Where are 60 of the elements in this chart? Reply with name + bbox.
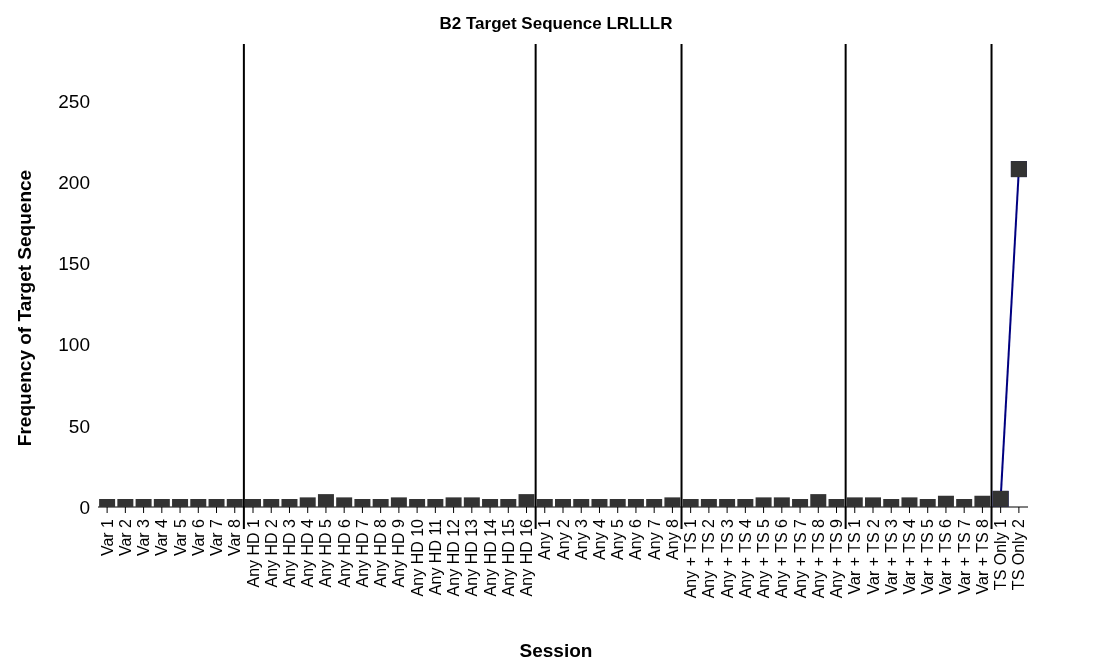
x-tick-label: Var 7 [208,518,226,557]
x-tick-label: Var + TS 3 [882,518,900,595]
x-tick-label: Any 5 [609,518,627,560]
x-tick-label: Var 3 [135,518,153,557]
x-tick-label: Any HD 10 [408,518,426,597]
x-tick-label: Any + TS 7 [791,518,809,599]
x-tick-label: Any HD 6 [335,518,353,588]
x-tick-label: Any HD 15 [499,518,517,597]
x-tick-label: Any HD 4 [299,518,317,588]
x-tick-label: Var + TS 5 [919,518,937,595]
x-tick-label: Var + TS 1 [846,518,864,595]
x-tick-label: Var 6 [189,518,207,557]
x-tick-label: Any 3 [572,518,590,560]
x-tick-label: Any HD 14 [481,518,499,597]
x-tick-label: Any + TS 5 [755,518,773,599]
x-tick-label: Var 2 [116,518,134,557]
y-tick-label: 50 [68,415,90,437]
x-tick-label: Var + TS 2 [864,518,882,595]
x-tick-label: Any + TS 2 [700,518,718,599]
chart-title: B2 Target Sequence LRLLLR [438,14,674,34]
y-tick-label: 100 [58,334,90,356]
x-tick-label: Var + TS 8 [973,518,991,595]
x-tick-label: Any HD 16 [518,518,536,597]
x-tick-label: Var 4 [153,518,171,557]
x-tick-label: Any HD 9 [390,518,408,588]
y-tick-label: 0 [79,496,90,518]
y-tick-label: 250 [58,90,90,112]
x-tick-label: Var 5 [171,518,189,557]
x-tick-label: TS Only 1 [992,518,1010,591]
x-tick-label: Any + TS 6 [773,518,791,599]
x-tick-label: Any HD 3 [280,518,298,588]
x-tick-label: Any + TS 9 [828,518,846,599]
x-tick-label: Any 4 [590,518,608,560]
y-axis-title: Frequency of Target Sequence [14,169,36,447]
x-tick-label: Any 8 [663,518,681,560]
x-tick-label: Any HD 1 [244,518,262,588]
x-tick-label: Var 8 [226,518,244,557]
x-tick-label: Var + TS 4 [900,518,918,595]
x-tick-label: Var + TS 6 [937,518,955,595]
x-tick-label: Any HD 8 [372,518,390,588]
y-tick-label: 200 [58,171,90,193]
x-tick-label: Any 6 [627,518,645,560]
x-tick-label: Any HD 11 [426,518,444,596]
x-tick-label: Var 1 [98,518,116,557]
x-axis-title: Session [518,640,594,662]
x-tick-label: Any + TS 8 [809,518,827,599]
x-tick-label: Any 7 [645,518,663,560]
x-tick-label: Any + TS 4 [736,518,754,599]
y-tick-label: 150 [58,253,90,275]
x-tick-label: Any HD 7 [353,518,371,588]
x-tick-label: Any HD 13 [463,518,481,597]
x-tick-label: Var + TS 7 [955,518,973,595]
x-tick-label: Any HD 12 [445,518,463,597]
x-tick-label: TS Only 2 [1010,518,1028,591]
x-tick-label: Any HD 5 [317,518,335,588]
x-tick-label: Any HD 2 [262,518,280,588]
x-tick-label: Any + TS 1 [682,518,700,599]
x-tick-label: Any 2 [554,518,572,560]
x-tick-label: Any 1 [536,518,554,560]
x-tick-label: Any + TS 3 [718,518,736,599]
